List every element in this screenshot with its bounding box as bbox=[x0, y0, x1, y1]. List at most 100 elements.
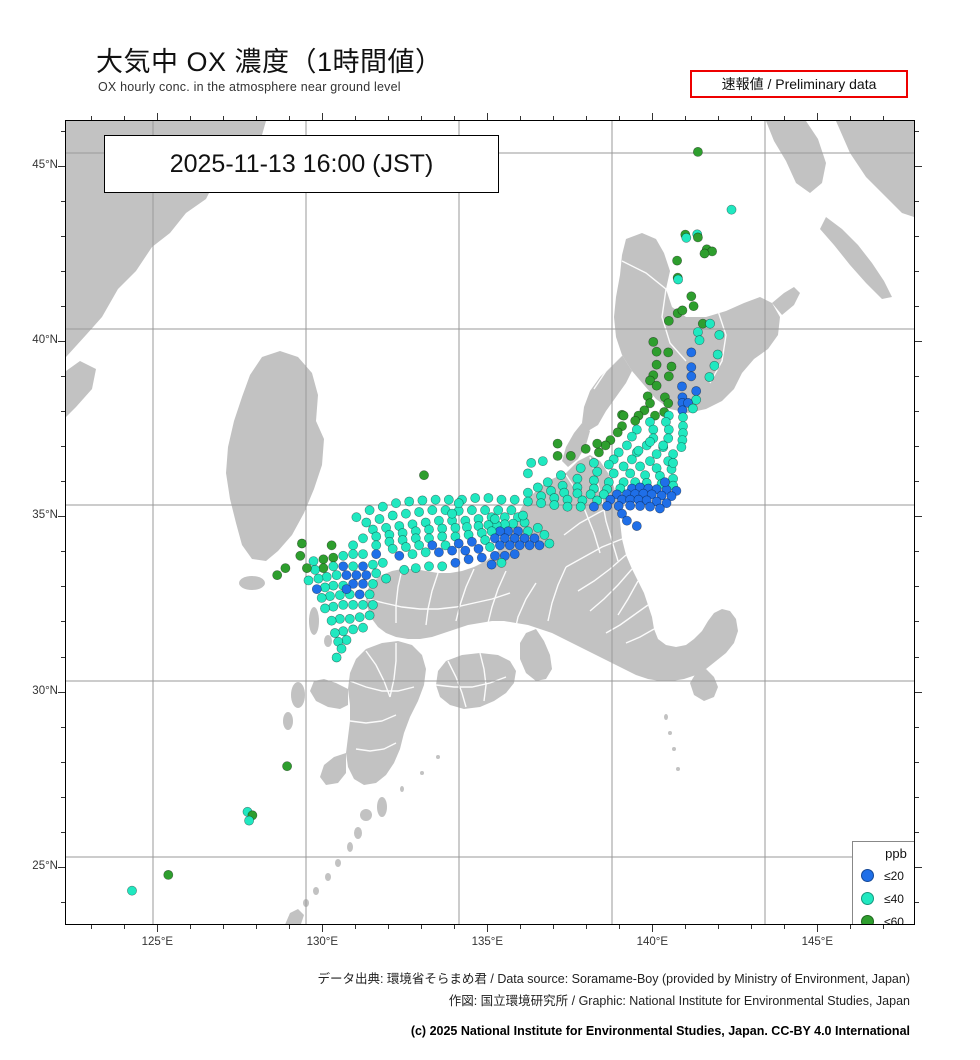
station-point bbox=[318, 563, 329, 573]
legend-item: ≤60 bbox=[853, 910, 914, 924]
axis-tick bbox=[190, 116, 192, 120]
station-point bbox=[688, 301, 699, 311]
station-point bbox=[651, 449, 662, 459]
map-canvas[interactable]: 2025-11-13 16:00 (JST) ppb ≤20≤40≤60≤120… bbox=[65, 120, 915, 925]
station-point bbox=[648, 336, 659, 347]
legend-color-swatch bbox=[861, 892, 874, 905]
station-point bbox=[358, 578, 368, 589]
station-point bbox=[361, 570, 372, 580]
station-point bbox=[371, 568, 382, 579]
station-point bbox=[655, 503, 665, 514]
axis-tick bbox=[586, 116, 588, 120]
station-point bbox=[407, 549, 418, 559]
station-point bbox=[499, 533, 510, 544]
station-point bbox=[645, 501, 655, 512]
station-point bbox=[348, 578, 358, 589]
station-point bbox=[658, 440, 669, 451]
station-points bbox=[127, 146, 737, 896]
axis-tick bbox=[61, 235, 65, 237]
latitude-label: 25°N bbox=[32, 859, 58, 872]
axis-tick bbox=[61, 481, 65, 483]
axis-tick bbox=[850, 925, 852, 929]
station-point bbox=[645, 398, 655, 409]
station-point bbox=[709, 360, 720, 371]
longitude-label: 130°E bbox=[306, 936, 339, 948]
station-point bbox=[443, 494, 454, 505]
station-point bbox=[686, 347, 697, 358]
station-point bbox=[427, 505, 438, 516]
station-point bbox=[627, 431, 637, 442]
station-point bbox=[726, 204, 737, 215]
station-point bbox=[334, 590, 345, 600]
station-point bbox=[509, 533, 520, 544]
station-point bbox=[427, 540, 438, 551]
station-point bbox=[673, 274, 683, 285]
station-point bbox=[440, 540, 451, 551]
axis-tick bbox=[685, 925, 687, 929]
axis-tick bbox=[61, 831, 65, 833]
axis-tick bbox=[915, 375, 919, 377]
station-point bbox=[341, 584, 352, 594]
station-point bbox=[693, 327, 703, 337]
station-point bbox=[338, 599, 349, 610]
station-point bbox=[663, 433, 674, 444]
axis-tick bbox=[157, 113, 159, 120]
station-point bbox=[476, 552, 487, 563]
station-point bbox=[453, 538, 464, 549]
footer-graphic-credit: 作図: 国立環境研究所 / Graphic: National Institut… bbox=[448, 994, 910, 1008]
station-point bbox=[391, 498, 401, 509]
station-point bbox=[633, 445, 644, 456]
axis-tick bbox=[58, 165, 65, 167]
station-point bbox=[489, 514, 500, 524]
station-point bbox=[529, 533, 540, 544]
station-point bbox=[437, 531, 448, 542]
axis-tick bbox=[915, 656, 919, 658]
station-point bbox=[387, 510, 398, 521]
station-point bbox=[321, 571, 332, 582]
station-point bbox=[282, 761, 292, 772]
axis-tick bbox=[223, 925, 225, 929]
axis-tick bbox=[751, 116, 753, 120]
axis-tick bbox=[124, 925, 126, 929]
station-point bbox=[348, 561, 358, 572]
station-point bbox=[651, 346, 662, 357]
station-point bbox=[532, 482, 543, 493]
axis-tick bbox=[61, 130, 65, 132]
station-point bbox=[575, 463, 586, 473]
station-point bbox=[678, 412, 688, 423]
station-point bbox=[693, 232, 703, 243]
station-point bbox=[338, 561, 349, 572]
axis-tick bbox=[751, 925, 753, 929]
axis-tick bbox=[91, 116, 93, 120]
station-point bbox=[603, 459, 614, 470]
axis-tick bbox=[915, 305, 919, 307]
axis-tick bbox=[520, 925, 522, 929]
station-point bbox=[635, 461, 645, 472]
station-point bbox=[371, 549, 382, 559]
axis-tick bbox=[91, 925, 93, 929]
axis-tick bbox=[652, 113, 654, 120]
station-point bbox=[320, 582, 330, 593]
axis-tick bbox=[784, 116, 786, 120]
axis-tick bbox=[915, 761, 919, 763]
station-point bbox=[296, 538, 307, 549]
axis-tick bbox=[355, 116, 357, 120]
station-point bbox=[552, 438, 563, 449]
station-point bbox=[348, 540, 358, 551]
axis-tick bbox=[256, 116, 258, 120]
station-point bbox=[519, 533, 530, 544]
axis-tick bbox=[883, 116, 885, 120]
station-point bbox=[460, 545, 471, 556]
station-point bbox=[316, 592, 327, 603]
axis-tick bbox=[784, 925, 786, 929]
station-point bbox=[677, 305, 688, 316]
station-point bbox=[494, 540, 505, 551]
station-point bbox=[668, 457, 678, 468]
axis-tick bbox=[850, 116, 852, 120]
station-point bbox=[163, 870, 174, 880]
map-graphics bbox=[66, 121, 914, 924]
station-point bbox=[518, 510, 528, 521]
station-point bbox=[364, 589, 375, 600]
station-point bbox=[447, 545, 457, 556]
station-point bbox=[371, 540, 382, 551]
